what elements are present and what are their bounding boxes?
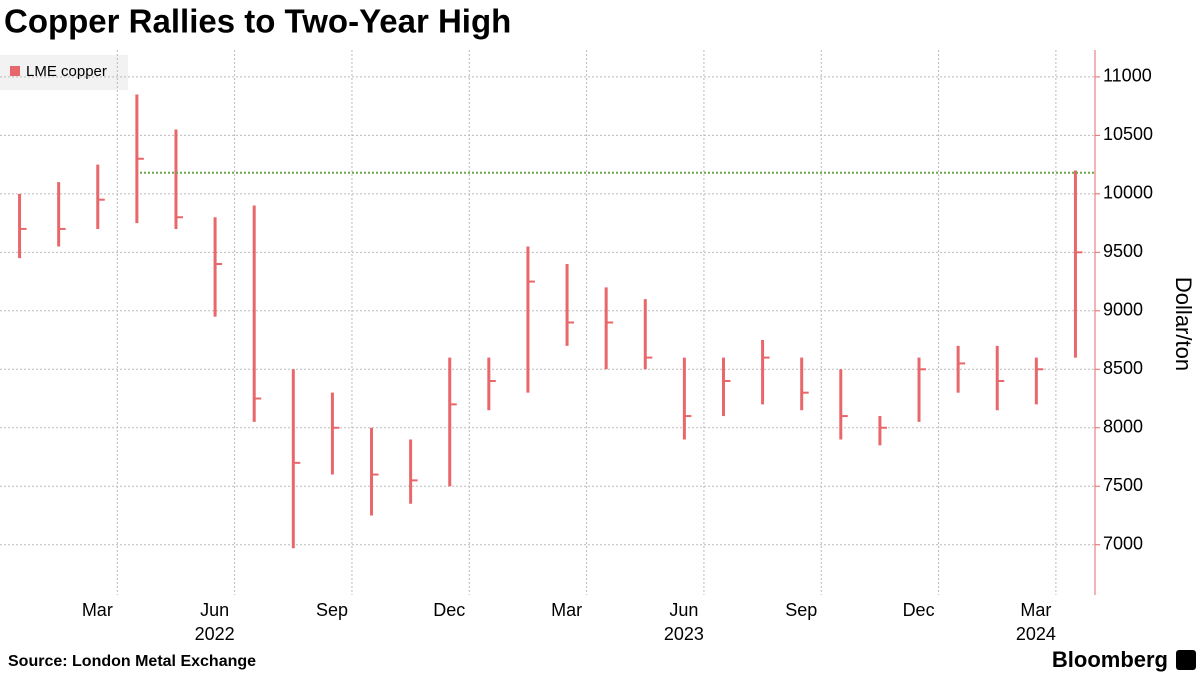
y-tick-label: 7000 <box>1103 533 1143 553</box>
y-tick-label: 8000 <box>1103 417 1143 437</box>
legend-swatch <box>10 66 20 76</box>
y-tick-label: 10000 <box>1103 183 1153 203</box>
x-tick-label: Dec <box>903 600 935 620</box>
y-tick-label: 9000 <box>1103 300 1143 320</box>
x-tick-label: Jun <box>200 600 229 620</box>
x-tick-label: Jun <box>669 600 698 620</box>
x-tick-label: Mar <box>551 600 582 620</box>
y-tick-label: 10500 <box>1103 124 1153 144</box>
y-tick-label: 11000 <box>1103 66 1152 86</box>
source: Source: London Metal Exchange <box>8 653 256 670</box>
legend <box>0 55 128 90</box>
chart-title: Copper Rallies to Two-Year High <box>4 3 511 40</box>
x-tick-label: Sep <box>316 600 348 620</box>
legend-label: LME copper <box>26 63 107 80</box>
y-tick-label: 9500 <box>1103 241 1143 261</box>
x-year-label: 2022 <box>195 624 235 644</box>
y-tick-label: 8500 <box>1103 358 1143 378</box>
brand-icon <box>1176 650 1196 670</box>
x-year-label: 2024 <box>1016 624 1056 644</box>
y-tick-label: 7500 <box>1103 475 1143 495</box>
x-tick-label: Sep <box>785 600 817 620</box>
y-axis-label: Dollar/ton <box>1171 277 1196 371</box>
brand: Bloomberg <box>1052 647 1168 672</box>
x-tick-label: Mar <box>82 600 113 620</box>
x-tick-label: Dec <box>433 600 465 620</box>
x-tick-label: Mar <box>1020 600 1051 620</box>
x-year-label: 2023 <box>664 624 704 644</box>
